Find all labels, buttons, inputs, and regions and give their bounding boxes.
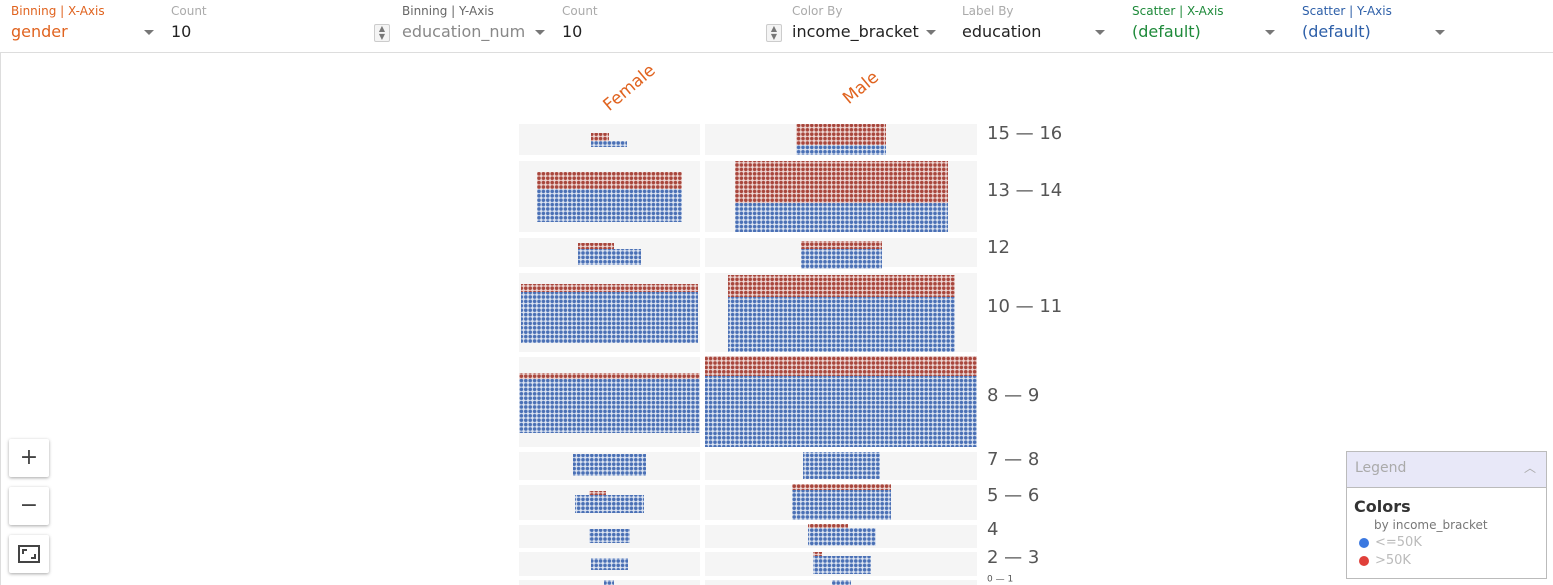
spinner[interactable]: ▲ ▼ bbox=[374, 24, 390, 42]
legend-header[interactable]: Legend ︿ bbox=[1347, 452, 1546, 488]
legend-item[interactable]: >50K bbox=[1359, 553, 1546, 568]
dot-block bbox=[735, 203, 948, 232]
dot-block bbox=[519, 373, 700, 379]
dot-block bbox=[813, 552, 822, 556]
dot-block bbox=[808, 528, 876, 546]
dot-block bbox=[796, 124, 886, 145]
row-label: 7 — 8 bbox=[987, 449, 1039, 470]
dot-block bbox=[735, 161, 948, 203]
control-label: Label By bbox=[962, 4, 1014, 18]
legend-label: <=50K bbox=[1375, 535, 1422, 550]
dot-block bbox=[604, 580, 614, 585]
control-value: (default) bbox=[1132, 22, 1201, 41]
dot-block bbox=[519, 379, 700, 433]
row-label: 4 bbox=[987, 519, 998, 540]
dot-block bbox=[728, 297, 955, 352]
dropdown-arrow bbox=[1435, 30, 1445, 35]
row-label: 8 — 9 bbox=[987, 385, 1039, 406]
dot-block bbox=[521, 292, 698, 343]
border bbox=[0, 52, 1, 585]
dot-block bbox=[813, 556, 871, 574]
dot-block bbox=[578, 243, 614, 249]
control-label: Color By bbox=[792, 4, 843, 18]
dot-block bbox=[578, 249, 641, 265]
control-value: income_bracket bbox=[792, 22, 919, 41]
dot-block bbox=[792, 484, 891, 490]
legend-swatch bbox=[1359, 537, 1369, 548]
dot-block bbox=[705, 356, 977, 376]
legend-swatch bbox=[1359, 555, 1369, 566]
control-value: education bbox=[962, 22, 1042, 41]
dot-block bbox=[537, 189, 682, 222]
legend: Legend ︿ Colors by income_bracket <=50K >5… bbox=[1346, 451, 1547, 579]
control-label: Count bbox=[562, 4, 598, 18]
dot-block bbox=[803, 452, 880, 479]
control-value: 10 bbox=[171, 22, 192, 41]
dropdown-arrow bbox=[926, 30, 936, 35]
column-label: Male bbox=[839, 67, 883, 108]
dropdown-arrow bbox=[1265, 30, 1275, 35]
control-value: (default) bbox=[1302, 22, 1371, 41]
dot-block bbox=[832, 580, 851, 585]
dot-block bbox=[589, 529, 630, 543]
row-label: 15 — 16 bbox=[987, 123, 1062, 144]
dot-block bbox=[792, 490, 891, 520]
fit-icon bbox=[18, 545, 40, 563]
dot-block bbox=[575, 495, 644, 513]
dot-block bbox=[808, 524, 848, 528]
row-label: 13 — 14 bbox=[987, 180, 1062, 201]
dot-block bbox=[591, 558, 628, 570]
dot-block bbox=[801, 249, 882, 269]
legend-title: Legend bbox=[1355, 460, 1407, 476]
dot-block bbox=[591, 133, 609, 141]
row-label: 0 — 1 bbox=[987, 575, 1013, 585]
control-label: Binning | X-Axis bbox=[11, 4, 105, 18]
row-label: 2 — 3 bbox=[987, 547, 1039, 568]
dropdown-arrow bbox=[535, 30, 545, 35]
dot-block bbox=[728, 275, 955, 297]
legend-section: Colors bbox=[1354, 497, 1411, 516]
legend-item[interactable]: <=50K bbox=[1359, 535, 1546, 550]
spinner[interactable]: ▲ ▼ bbox=[766, 24, 782, 42]
dot-block bbox=[796, 145, 886, 155]
dropdown-arrow bbox=[1095, 30, 1105, 35]
control-label: Count bbox=[171, 4, 207, 18]
column-label: Female bbox=[600, 61, 660, 116]
collapse-icon[interactable]: ︿ bbox=[1523, 461, 1536, 475]
control-label: Scatter | Y-Axis bbox=[1302, 4, 1392, 18]
zoom-in[interactable]: + bbox=[9, 439, 49, 477]
control-label: Binning | Y-Axis bbox=[402, 4, 494, 18]
row-label: 12 bbox=[987, 237, 1010, 258]
row-label: 5 — 6 bbox=[987, 485, 1039, 506]
dot-block bbox=[537, 172, 682, 189]
fit-screen[interactable] bbox=[9, 535, 49, 573]
control-value: gender bbox=[11, 22, 68, 41]
legend-subtitle: by income_bracket bbox=[1374, 518, 1488, 532]
control-value: education_num bbox=[402, 22, 526, 41]
dropdown-arrow bbox=[144, 30, 154, 35]
dot-block bbox=[591, 141, 627, 147]
zoom-out[interactable]: − bbox=[9, 487, 49, 525]
dot-block bbox=[573, 454, 646, 476]
cell bbox=[519, 124, 700, 155]
dot-block bbox=[705, 376, 977, 447]
control-value: 10 bbox=[562, 22, 583, 41]
legend-label: >50K bbox=[1375, 553, 1411, 568]
dot-block bbox=[521, 284, 698, 292]
control-label: Scatter | X-Axis bbox=[1132, 4, 1224, 18]
row-label: 10 — 11 bbox=[987, 296, 1062, 317]
dot-block bbox=[589, 491, 606, 495]
toolbar: Binning | X-Axis gender Count 10 ▲ ▼ Binn… bbox=[0, 0, 1553, 53]
dot-block bbox=[801, 241, 882, 249]
